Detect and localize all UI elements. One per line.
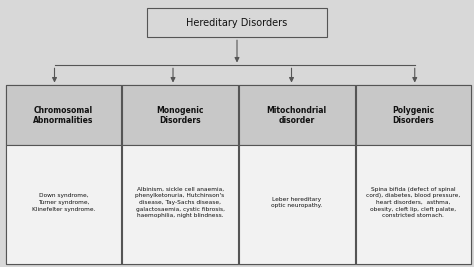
FancyBboxPatch shape	[147, 8, 327, 37]
Text: Hereditary Disorders: Hereditary Disorders	[186, 18, 288, 28]
Text: Albinism, sickle cell anaemia,
phenylketonuria, Hutchinson's
disease, Tay-Sachs : Albinism, sickle cell anaemia, phenylket…	[136, 187, 225, 218]
FancyBboxPatch shape	[356, 85, 471, 145]
Text: Monogenic
Disorders: Monogenic Disorders	[156, 106, 204, 125]
Text: Polygenic
Disorders: Polygenic Disorders	[392, 106, 435, 125]
Text: Spina bifida (defect of spinal
cord), diabetes, blood pressure,
heart disorders,: Spina bifida (defect of spinal cord), di…	[366, 187, 460, 218]
Text: Down syndrome,
Turner syndrome,
Klinefelter syndrome.: Down syndrome, Turner syndrome, Klinefel…	[32, 193, 95, 211]
Text: Leber hereditary
optic neuropathy.: Leber hereditary optic neuropathy.	[271, 197, 322, 208]
Text: Chromosomal
Abnormalities: Chromosomal Abnormalities	[33, 106, 94, 125]
FancyBboxPatch shape	[6, 145, 121, 264]
FancyBboxPatch shape	[239, 85, 355, 145]
FancyBboxPatch shape	[356, 145, 471, 264]
FancyBboxPatch shape	[122, 145, 238, 264]
FancyBboxPatch shape	[6, 85, 471, 264]
FancyBboxPatch shape	[239, 145, 355, 264]
FancyBboxPatch shape	[6, 85, 121, 145]
Text: Mitochondrial
disorder: Mitochondrial disorder	[267, 106, 327, 125]
FancyBboxPatch shape	[122, 85, 238, 145]
